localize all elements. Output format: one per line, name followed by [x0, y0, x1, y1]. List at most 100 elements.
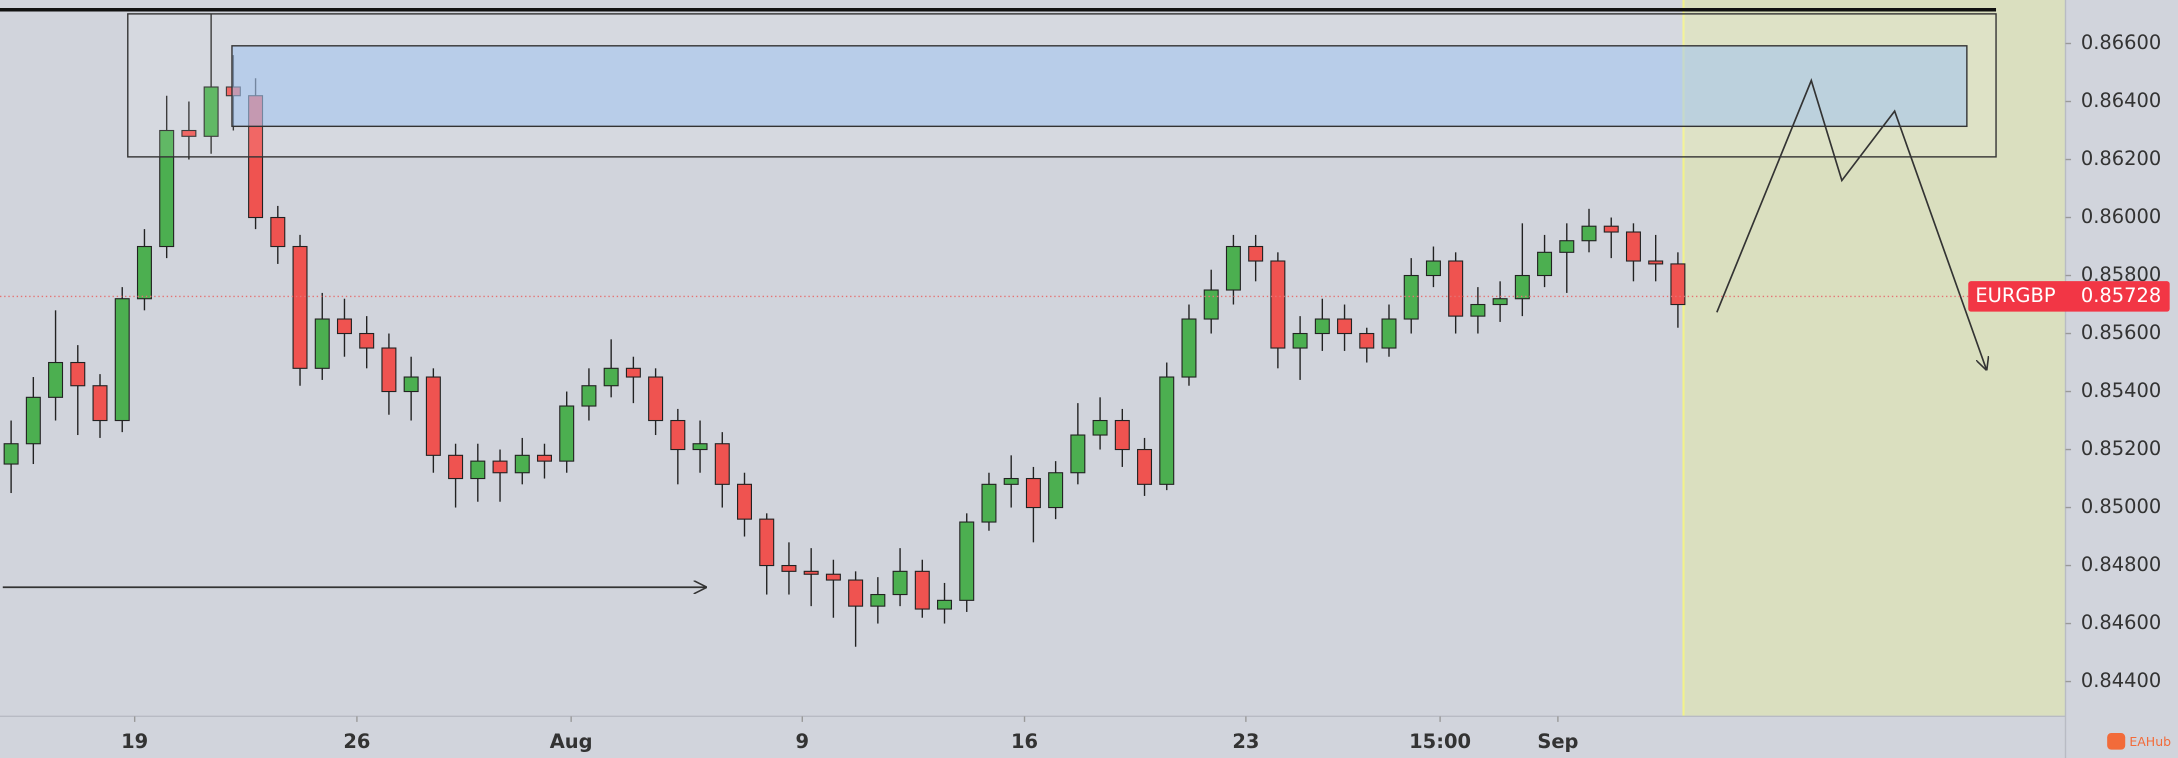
- inner-zone: [231, 45, 1968, 128]
- candle-body: [25, 396, 41, 445]
- candle-body: [114, 298, 130, 422]
- candle-body: [959, 521, 975, 601]
- y-tick-label: 0.86600: [2081, 31, 2161, 54]
- candle-body: [336, 318, 352, 335]
- candle-body: [425, 376, 441, 456]
- symbol-label: EURGBP: [1975, 284, 2055, 307]
- candle-body: [648, 376, 664, 422]
- watermark: EAHub: [2129, 734, 2171, 749]
- candles: [3, 14, 1686, 647]
- candle-body: [1070, 434, 1086, 474]
- candle-body: [70, 361, 86, 387]
- candle-body: [1514, 274, 1530, 300]
- candle-body: [1181, 318, 1197, 378]
- candle-body: [1603, 225, 1619, 233]
- x-tick-label: 15:00: [1409, 730, 1471, 753]
- candle-body: [1159, 376, 1175, 485]
- candle-body: [92, 385, 108, 422]
- candle-body: [359, 332, 375, 349]
- y-tick-label: 0.85000: [2081, 495, 2161, 518]
- candle-body: [559, 405, 575, 462]
- candle-body: [136, 245, 152, 300]
- candle-body: [714, 443, 730, 485]
- candle-body: [670, 419, 686, 451]
- candle-body: [1492, 298, 1508, 306]
- y-tick-label: 0.86000: [2081, 205, 2161, 228]
- candle-body: [1270, 260, 1286, 349]
- x-tick-label: 26: [343, 730, 370, 753]
- candle-body: [1048, 472, 1064, 509]
- candle-body: [736, 483, 753, 520]
- candle-body: [603, 367, 619, 387]
- x-tick-label: 16: [1011, 730, 1038, 753]
- candle-body: [403, 376, 419, 393]
- candle-body: [937, 599, 953, 610]
- candle-body: [1425, 260, 1441, 277]
- y-tick-label: 0.84600: [2081, 611, 2161, 634]
- candle-body: [1292, 332, 1308, 349]
- candle-body: [1337, 318, 1353, 335]
- candle-body: [159, 129, 175, 248]
- candle-body: [1648, 260, 1664, 265]
- x-tick-label: Aug: [550, 730, 593, 753]
- candle-body: [1670, 263, 1686, 306]
- candle-body: [1625, 231, 1641, 262]
- candle-body: [1003, 477, 1019, 485]
- candle-body: [1248, 245, 1264, 262]
- candle-body: [1537, 251, 1553, 277]
- candle-body: [1359, 332, 1375, 349]
- candle-body: [581, 385, 597, 407]
- candle-body: [781, 564, 797, 572]
- candle-body: [381, 347, 397, 393]
- candle-body: [492, 460, 508, 474]
- candle-body: [848, 579, 864, 607]
- candle-body: [470, 460, 486, 480]
- candle-body: [1403, 274, 1419, 320]
- candle-body: [514, 454, 530, 474]
- candle-body: [981, 483, 997, 523]
- candle-body: [914, 570, 930, 610]
- candle-body: [759, 518, 775, 567]
- candle-body: [3, 443, 19, 465]
- candle-body: [803, 570, 819, 575]
- candle-body: [448, 454, 464, 480]
- candle-body: [625, 367, 641, 378]
- candle-body: [870, 593, 886, 607]
- candle-body: [1448, 260, 1464, 317]
- y-tick-label: 0.85200: [2081, 437, 2161, 460]
- candle-body: [48, 361, 64, 398]
- candle-body: [270, 216, 286, 248]
- candle-body: [181, 129, 197, 137]
- price-label-box: [1968, 281, 2170, 312]
- candle-body: [1025, 477, 1041, 509]
- candle-body: [1114, 419, 1130, 451]
- candle-body: [1314, 318, 1330, 335]
- candle-body: [825, 573, 841, 581]
- y-tick-label: 0.86200: [2081, 147, 2161, 170]
- y-tick-label: 0.85800: [2081, 263, 2161, 286]
- candle-body: [892, 570, 908, 596]
- x-tick-label: 23: [1232, 730, 1259, 753]
- candle-body: [1559, 240, 1575, 253]
- candle-body: [203, 86, 219, 137]
- candle-body: [314, 318, 330, 369]
- x-tick-label: 19: [121, 730, 148, 753]
- candle-body: [1137, 448, 1153, 485]
- y-tick-label: 0.85600: [2081, 321, 2161, 344]
- candle-body: [692, 443, 708, 451]
- y-tick-label: 0.84800: [2081, 553, 2161, 576]
- last-price-label: 0.85728: [2081, 284, 2161, 307]
- candle-body: [1581, 225, 1597, 242]
- candle-body: [1203, 289, 1219, 320]
- watermark-icon: [2107, 733, 2126, 750]
- x-tick-label: Sep: [1537, 730, 1578, 753]
- candle-body: [1225, 245, 1241, 291]
- y-tick-label: 0.85400: [2081, 379, 2161, 402]
- candle-body: [1381, 318, 1397, 349]
- candle-body: [1092, 419, 1108, 436]
- x-tick-label: 9: [796, 730, 810, 753]
- y-tick-label: 0.84400: [2081, 669, 2161, 692]
- candle-body: [292, 245, 308, 369]
